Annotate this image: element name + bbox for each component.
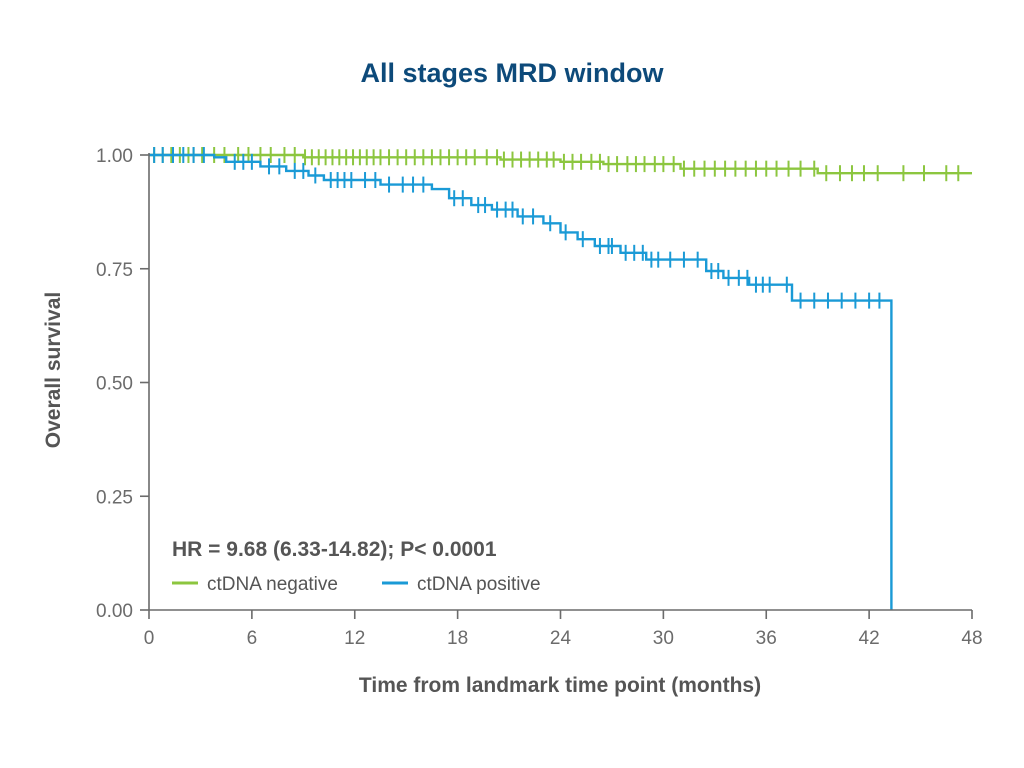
chart-title: All stages MRD window	[360, 58, 664, 88]
x-tick-label: 30	[653, 628, 674, 649]
hazard-ratio-annotation: HR = 9.68 (6.33-14.82); P< 0.0001	[172, 538, 497, 561]
y-tick-label: 0.25	[96, 487, 133, 508]
x-tick-label: 6	[247, 628, 258, 649]
x-tick-label: 48	[961, 628, 982, 649]
x-tick-label: 0	[144, 628, 155, 649]
y-tick-label: 0.50	[96, 374, 133, 395]
x-tick-label: 12	[344, 628, 365, 649]
x-tick-label: 36	[756, 628, 777, 649]
censor-marks-ctdna-positive	[153, 147, 881, 309]
legend-label-ctdna-negative: ctDNA negative	[207, 574, 338, 595]
x-tick-label: 18	[447, 628, 468, 649]
y-axis-title: Overall survival	[42, 292, 65, 448]
series-line-ctdna-negative	[149, 153, 972, 175]
curves-group	[149, 147, 972, 610]
y-tick-label: 0.00	[96, 601, 133, 622]
x-axis-title: Time from landmark time point (months)	[359, 674, 761, 697]
legend-label-ctdna-positive: ctDNA positive	[417, 574, 541, 595]
x-tick-label: 42	[859, 628, 880, 649]
legend: ctDNA negative ctDNA positive	[172, 574, 541, 595]
axes-group: 0 6 12 18 24 30 36 42 48 0.00 0.25 0.50 0.75 1.00	[96, 146, 983, 649]
censor-marks-ctdna-negative	[153, 147, 960, 182]
y-tick-label: 0.75	[96, 260, 133, 281]
y-tick-label: 1.00	[96, 146, 133, 167]
x-tick-label: 24	[550, 628, 572, 649]
